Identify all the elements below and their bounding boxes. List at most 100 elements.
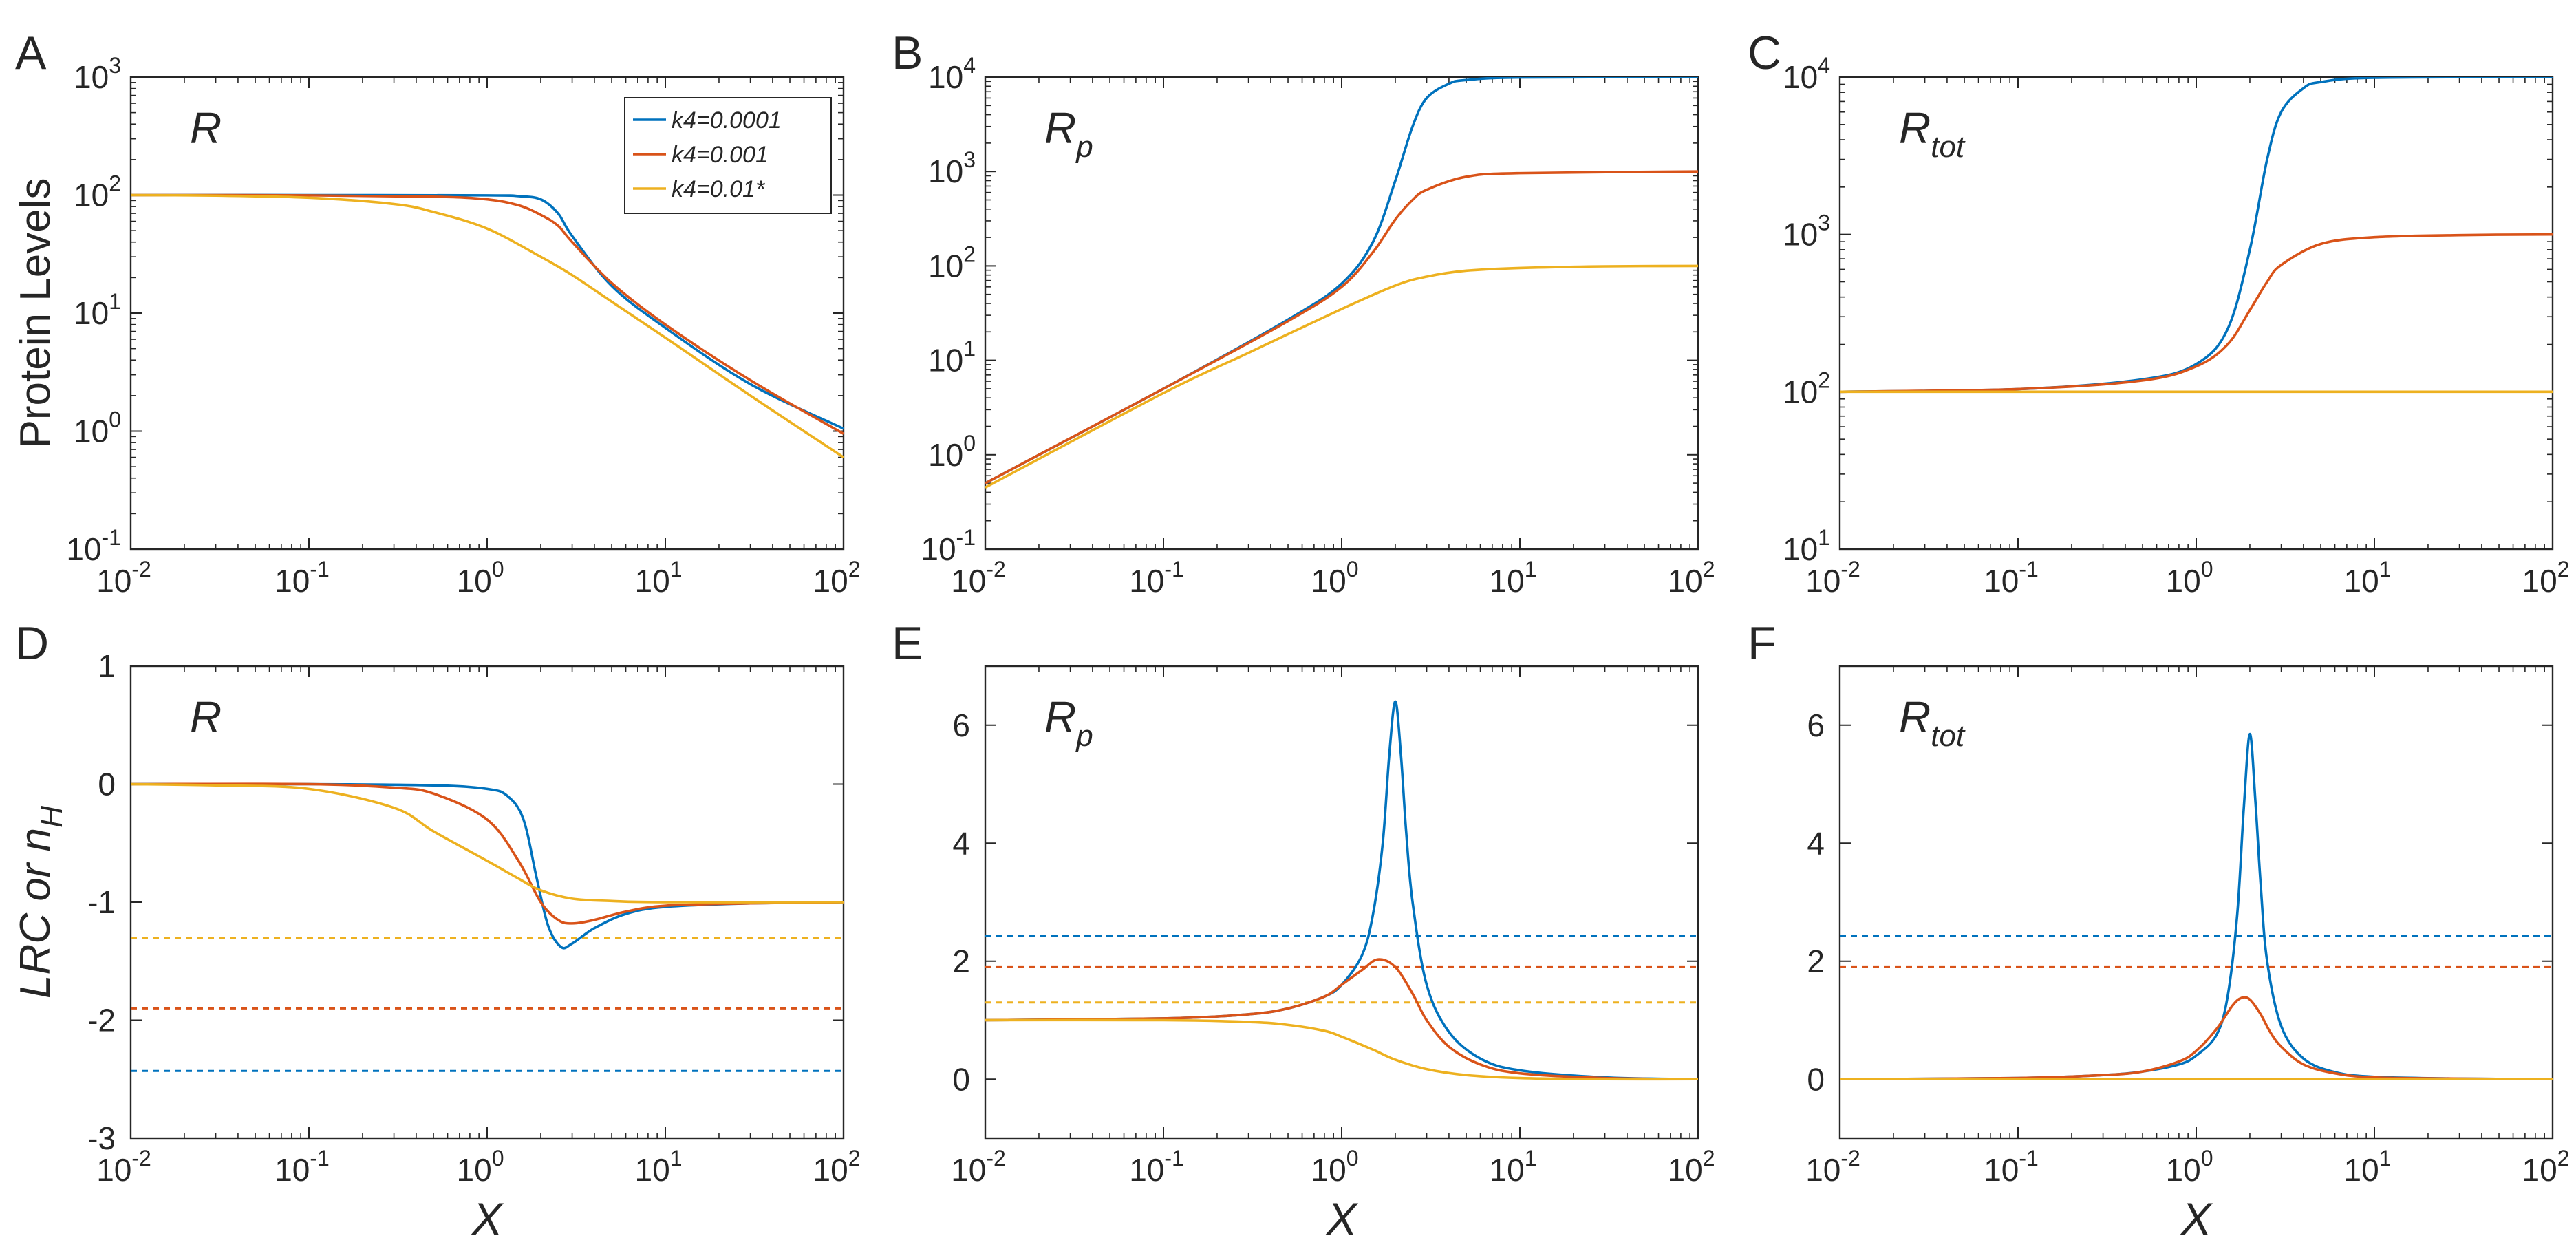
x-tick-label: 10-1 (275, 557, 330, 599)
x-axis-label: X (471, 1193, 504, 1244)
x-tick-label: 10-1 (1129, 557, 1184, 599)
y-tick-label: 2 (952, 943, 970, 979)
x-tick-label: 100 (1311, 557, 1359, 599)
y-tick-label: 101 (1783, 525, 1830, 567)
y-tick-label: 0 (98, 767, 116, 802)
y-tick-label: -2 (87, 1003, 116, 1038)
y-tick-label: 101 (928, 337, 976, 378)
x-tick-label: 10-2 (96, 1146, 151, 1188)
series-line-1 (1840, 732, 2553, 1081)
series-line-3 (985, 1018, 1698, 1081)
y-tick-label: 104 (928, 53, 976, 95)
y-tick-label: -3 (87, 1120, 116, 1156)
panel-title: R (190, 103, 222, 153)
y-tick-label: 102 (74, 171, 121, 213)
x-tick-label: 101 (1490, 557, 1537, 599)
series-line-2 (985, 170, 1698, 484)
x-tick-label: 101 (2344, 1146, 2392, 1188)
x-axis-label: X (2180, 1193, 2213, 1244)
x-tick-label: 10-2 (1805, 557, 1860, 599)
x-tick-label: 10-2 (951, 1146, 1006, 1188)
y-tick-label: 100 (928, 431, 976, 473)
y-tick-label: -1 (87, 884, 116, 920)
y-tick-label: 100 (74, 407, 121, 449)
legend: k4=0.0001 k4=0.001 k4=0.01* (624, 97, 832, 214)
y-tick-label: 102 (928, 242, 976, 284)
panel-a: 10-2 10-1 100 101 10210-1100101102103ARProte… (12, 27, 860, 599)
y-tick-label: 104 (1783, 53, 1830, 95)
panel-f: 10-2 10-1 100 101 102 6 4 2 0 F Rtot X (1748, 617, 2569, 1244)
legend-entry-2: k4=0.001 (672, 142, 769, 168)
y-tick-label: 103 (928, 147, 976, 189)
legend-box (624, 97, 832, 214)
y-tick-label: 6 (952, 707, 970, 743)
x-tick-label: 10-1 (1129, 1146, 1184, 1188)
x-tick-label: 10-1 (275, 1146, 330, 1188)
y-tick-label: 103 (1783, 211, 1830, 253)
series-line-2 (131, 193, 844, 435)
series-line-3 (131, 782, 844, 904)
panel-title: Rtot (1899, 103, 1966, 164)
series-line-3 (985, 264, 1698, 489)
x-tick-label: 10-2 (1805, 1146, 1860, 1188)
panel-e: 10-2 10-1 100 101 102 6 4 2 0 E Rp X (892, 617, 1715, 1244)
panel-title: Rp (1044, 103, 1093, 164)
panel-letter: E (892, 617, 923, 670)
x-tick-label: 10-2 (96, 557, 151, 599)
y-axis-label: Protein Levels (12, 178, 59, 449)
legend-entry-1: k4=0.0001 (672, 107, 782, 134)
panel-letter: C (1748, 27, 1781, 79)
y-tick-label: 0 (1807, 1061, 1825, 1097)
x-axis-label: X (1325, 1193, 1359, 1244)
panel-letter: D (15, 617, 49, 670)
x-tick-label: 101 (635, 557, 683, 599)
y-tick-label: 2 (1807, 943, 1825, 979)
panel-title: R (190, 692, 222, 742)
x-tick-label: 102 (813, 1146, 861, 1188)
legend-entry-3: k4=0.01* (672, 176, 766, 202)
x-tick-label: 102 (2522, 557, 2570, 599)
x-tick-label: 10-1 (1984, 557, 2039, 599)
x-tick-label: 100 (457, 1146, 504, 1188)
panel-letter: B (892, 27, 923, 79)
x-tick-label: 100 (2166, 557, 2213, 599)
panel-title: Rtot (1899, 692, 1966, 753)
y-tick-label: 103 (74, 53, 121, 95)
series-line-2 (1840, 233, 2553, 394)
y-tick-label: 10-1 (921, 525, 976, 567)
y-tick-label: 4 (952, 825, 970, 861)
x-tick-label: 102 (1668, 557, 1715, 599)
x-tick-label: 102 (2522, 1146, 2570, 1188)
series-line-1 (985, 700, 1698, 1081)
y-tick-label: 102 (1783, 367, 1830, 409)
x-tick-label: 100 (2166, 1146, 2213, 1188)
panel-letter: F (1748, 617, 1777, 670)
series-line-2 (985, 958, 1698, 1081)
panel-letter: A (15, 27, 47, 79)
x-tick-label: 101 (635, 1146, 683, 1188)
series-line-1 (131, 193, 844, 430)
x-tick-label: 101 (1490, 1146, 1537, 1188)
x-tick-label: 102 (813, 557, 861, 599)
series-line-2 (131, 782, 844, 925)
x-tick-label: 102 (1668, 1146, 1715, 1188)
series-line-2 (1840, 996, 2553, 1081)
x-tick-label: 101 (2344, 557, 2392, 599)
y-axis-label: LRC or nH (12, 806, 69, 999)
x-tick-label: 10-1 (1984, 1146, 2039, 1188)
series-line-1 (131, 782, 844, 950)
x-tick-label: 10-2 (951, 557, 1006, 599)
y-tick-label: 10-1 (66, 525, 121, 567)
y-tick-label: 0 (952, 1061, 970, 1097)
series-line-3 (131, 193, 844, 459)
y-tick-label: 6 (1807, 707, 1825, 743)
x-tick-label: 100 (1311, 1146, 1359, 1188)
y-tick-label: 101 (74, 289, 121, 331)
y-tick-label: 4 (1807, 825, 1825, 861)
y-tick-label: 1 (98, 648, 116, 684)
panel-title: Rp (1044, 692, 1093, 753)
